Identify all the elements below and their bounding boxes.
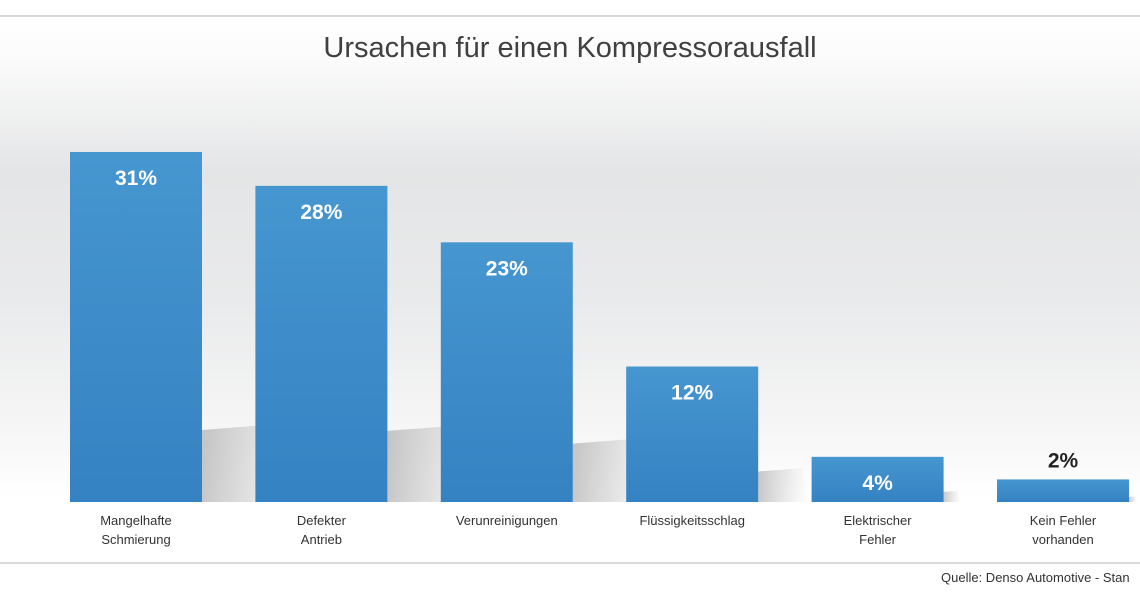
- source-note: Quelle: Denso Automotive - Stan: [941, 570, 1130, 585]
- top-rule: [0, 15, 1140, 17]
- data-label: 12%: [671, 382, 713, 405]
- bar-shadow: [1129, 496, 1138, 502]
- bar: [440, 242, 573, 503]
- category-label: Elektrischer: [844, 513, 913, 528]
- chart-title: Ursachen für einen Kompressorausfall: [323, 32, 817, 64]
- data-label: 23%: [486, 257, 528, 280]
- bar-shadow: [943, 490, 961, 502]
- data-label: 2%: [1048, 449, 1079, 472]
- category-label: Schmierung: [101, 532, 170, 547]
- data-label: 28%: [300, 201, 342, 224]
- bottom-rule: [0, 562, 1140, 564]
- data-label: 4%: [862, 472, 893, 495]
- category-label: Mangelhafte: [100, 513, 172, 528]
- bar: [997, 479, 1129, 502]
- bar: [70, 152, 202, 502]
- bar: [811, 456, 944, 502]
- category-label: Fehler: [859, 532, 897, 547]
- bar: [255, 185, 388, 502]
- category-label: Kein Fehler: [1030, 513, 1097, 528]
- category-label: Flüssigkeitsschlag: [639, 513, 745, 528]
- bar-shadow: [758, 468, 810, 502]
- category-label: vorhanden: [1032, 532, 1093, 547]
- category-label: Antrieb: [301, 532, 342, 547]
- category-label: Defekter: [297, 513, 347, 528]
- category-label: Verunreinigungen: [456, 513, 558, 528]
- bar: [626, 366, 759, 502]
- data-label: 31%: [115, 167, 157, 190]
